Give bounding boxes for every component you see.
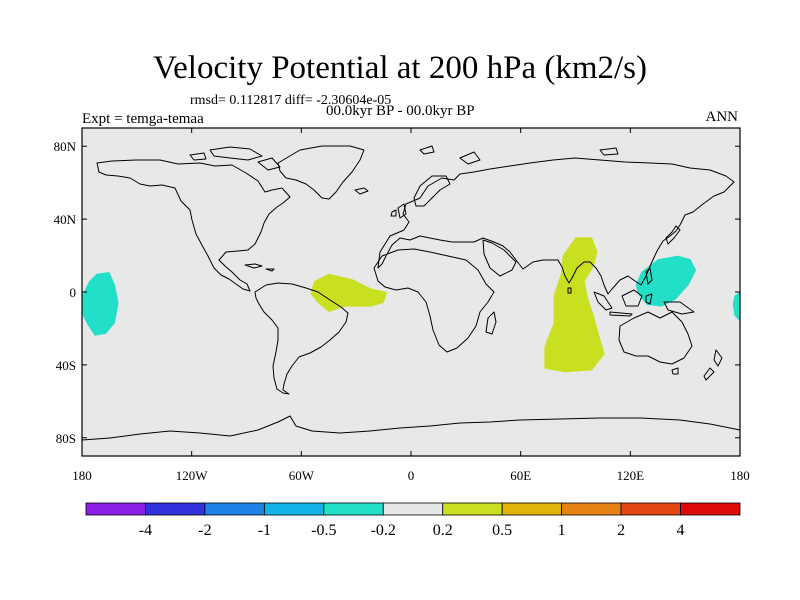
colorbar-label: -2	[198, 522, 211, 539]
colorbar-label: -0.2	[371, 522, 396, 539]
colorbar-label: 0.5	[492, 522, 512, 539]
shaded-regions	[82, 237, 740, 373]
season-label: ANN	[705, 109, 739, 125]
region-central-pacific-negative	[82, 272, 119, 336]
lat-tick-label: 80N	[54, 139, 77, 154]
coastlines	[81, 145, 741, 441]
lat-tick-label: 40N	[54, 212, 77, 227]
lat-tick-label: 0	[70, 285, 77, 300]
colorbar-label: 4	[677, 522, 685, 539]
map-panel: 80N 40N 0 40S 80S 180 120W 60W 0 60E 120E 180	[54, 127, 750, 483]
colorbar-swatch	[263, 502, 325, 516]
colorbar-label: 1	[558, 522, 566, 539]
region-brazil-atlantic-positive	[310, 273, 388, 312]
colorbar-swatch	[680, 502, 741, 516]
colorbar-swatch	[442, 502, 503, 516]
colorbar-label: -1	[258, 522, 271, 539]
longitude-axis: 180 120W 60W 0 60E 120E 180	[72, 128, 750, 483]
lon-tick-label: 180	[730, 468, 750, 483]
lon-tick-label: 120E	[617, 468, 645, 483]
colorbar-swatch	[561, 502, 622, 516]
lon-tick-label: 180	[72, 468, 92, 483]
latitude-axis: 80N 40N 0 40S 80S	[54, 139, 740, 446]
lon-tick-label: 120W	[176, 468, 209, 483]
region-dateline-edge-negative	[732, 292, 740, 322]
colorbar-swatch	[85, 502, 146, 516]
colorbar-swatch	[204, 502, 265, 516]
lon-tick-label: 60W	[289, 468, 315, 483]
lat-tick-label: 40S	[56, 358, 76, 373]
colorbar: -4 -2 -1 -0.5 -0.2 0.2 0.5 1 2 4	[85, 502, 741, 539]
colorbar-label: -4	[139, 522, 152, 539]
colorbar-swatch	[382, 502, 444, 516]
colorbar-swatch	[145, 502, 206, 516]
region-indian-ocean-positive	[544, 237, 605, 373]
colorbar-label: 0.2	[433, 522, 453, 539]
lat-tick-label: 80S	[56, 431, 76, 446]
stats-line: rmsd= 0.112817 diff= -2.30604e-05	[190, 93, 392, 108]
plot-title: Velocity Potential at 200 hPa (km2/s)	[152, 50, 648, 86]
lon-tick-label: 60E	[510, 468, 531, 483]
period-label: 00.0kyr BP - 00.0kyr BP	[326, 103, 475, 119]
colorbar-swatch	[323, 502, 384, 516]
colorbar-swatch	[620, 502, 681, 516]
colorbar-label: 2	[617, 522, 625, 539]
experiment-label: Expt = temga-temaa	[82, 111, 204, 127]
lon-tick-label: 0	[408, 468, 415, 483]
colorbar-swatch	[501, 502, 563, 516]
colorbar-label: -0.5	[311, 522, 336, 539]
